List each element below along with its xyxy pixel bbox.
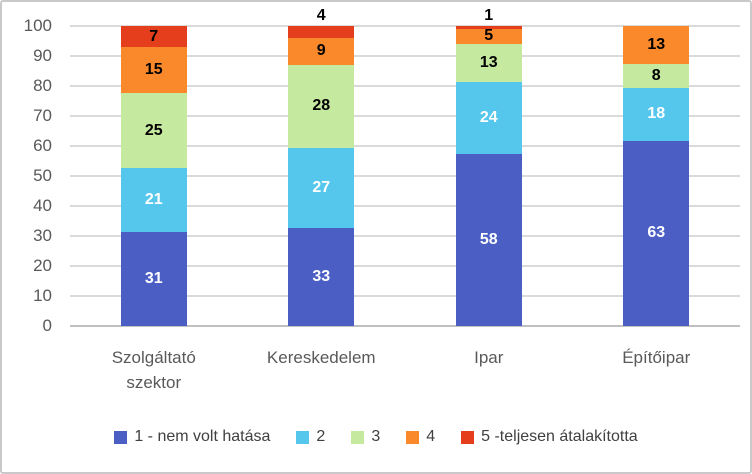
gridline bbox=[70, 175, 740, 177]
legend-swatch bbox=[406, 430, 420, 444]
bar-segment: 5 bbox=[455, 27, 522, 45]
y-tick-label: 50 bbox=[33, 166, 52, 185]
legend-label: 2 bbox=[316, 428, 326, 445]
gridline bbox=[70, 55, 740, 57]
legend-item: 4 bbox=[406, 429, 435, 445]
bar-segment: 25 bbox=[120, 92, 187, 169]
data-label: 18 bbox=[647, 105, 666, 123]
gridline bbox=[70, 295, 740, 297]
bar-segment: 31 bbox=[120, 232, 187, 326]
y-tick-label: 100 bbox=[23, 16, 52, 35]
bar-segment: 18 bbox=[623, 87, 690, 141]
legend-label: 4 bbox=[426, 428, 436, 445]
gridline bbox=[70, 205, 740, 207]
legend-label: 5 -teljesen átalakította bbox=[481, 428, 638, 445]
data-label: 9 bbox=[316, 42, 326, 60]
y-tick-label: 60 bbox=[33, 136, 52, 155]
plot-area: 31 21 25 15 7 33 27 28 9 4 58 24 13 5 1 63 18 8 13 bbox=[70, 8, 740, 327]
legend-item: 3 bbox=[351, 429, 380, 445]
bar-segment: 27 bbox=[288, 147, 355, 228]
y-axis: 0 10 20 30 40 50 60 70 80 90 100 bbox=[2, 16, 60, 335]
data-label: 15 bbox=[144, 60, 163, 78]
category-label: Ipar bbox=[474, 348, 504, 367]
y-tick-label: 90 bbox=[33, 46, 52, 65]
gridline bbox=[70, 25, 740, 27]
y-tick-label: 70 bbox=[33, 106, 52, 125]
bar-3: 58 24 13 5 1 bbox=[455, 8, 522, 326]
legend-swatch bbox=[351, 430, 365, 444]
legend: 1 - nem volt hatása 2 3 4 5 -teljesen átalak… bbox=[2, 423, 750, 451]
x-axis-line bbox=[70, 325, 740, 327]
data-label: 21 bbox=[144, 191, 163, 209]
category-label: Szolgáltató szektor bbox=[111, 348, 196, 392]
data-label: 25 bbox=[144, 121, 163, 139]
x-axis: Szolgáltató szektor Kereskedelem Ipar Építő… bbox=[70, 340, 740, 402]
gridline bbox=[70, 115, 740, 117]
data-label: 31 bbox=[144, 270, 163, 288]
gridline bbox=[70, 85, 740, 87]
legend-swatch bbox=[461, 430, 475, 444]
data-label: 63 bbox=[647, 224, 666, 242]
data-label: 5 bbox=[484, 27, 494, 45]
legend-swatch bbox=[296, 430, 310, 444]
y-tick-label: 0 bbox=[42, 316, 52, 335]
y-tick-label: 40 bbox=[33, 196, 52, 215]
data-label-outside: 1 bbox=[484, 7, 494, 24]
bar-segment: 13 bbox=[455, 43, 522, 83]
legend-swatch bbox=[114, 430, 128, 444]
bar-segment: 21 bbox=[120, 168, 187, 233]
data-label: 13 bbox=[647, 36, 666, 54]
bar-segment bbox=[455, 26, 522, 29]
data-label: 7 bbox=[149, 27, 159, 45]
y-tick-label: 10 bbox=[33, 286, 52, 305]
bar-segment: 28 bbox=[288, 64, 355, 148]
data-label: 24 bbox=[479, 109, 498, 127]
bar-segment: 15 bbox=[120, 47, 187, 93]
bar-segment: 58 bbox=[455, 153, 522, 326]
data-label: 8 bbox=[651, 67, 661, 84]
data-label: 27 bbox=[312, 178, 331, 196]
bar-segment: 7 bbox=[120, 26, 187, 48]
bar-segment: 9 bbox=[288, 37, 355, 65]
data-label-outside: 4 bbox=[316, 7, 326, 24]
legend-item: 5 -teljesen átalakította bbox=[461, 429, 638, 445]
bar-segment: 63 bbox=[623, 140, 690, 326]
bar-segment bbox=[288, 26, 355, 38]
gridline bbox=[70, 265, 740, 267]
legend-item: 1 - nem volt hatása bbox=[114, 429, 270, 445]
legend-label: 1 - nem volt hatása bbox=[134, 428, 271, 445]
category-label: Kereskedelem bbox=[266, 348, 376, 367]
y-tick-label: 80 bbox=[33, 76, 52, 95]
data-label: 33 bbox=[312, 267, 331, 285]
data-label: 28 bbox=[312, 97, 331, 115]
bar-segment: 24 bbox=[455, 82, 522, 154]
data-label: 58 bbox=[479, 230, 498, 248]
category-label: Építőipar bbox=[622, 348, 691, 367]
y-tick-label: 30 bbox=[33, 226, 52, 245]
gridline bbox=[70, 145, 740, 147]
legend-item: 2 bbox=[296, 429, 325, 445]
bar-2: 33 27 28 9 4 bbox=[288, 8, 355, 326]
bar-segment: 13 bbox=[623, 26, 690, 65]
bar-segment: 33 bbox=[288, 227, 355, 326]
data-label: 13 bbox=[479, 54, 498, 72]
legend-label: 3 bbox=[371, 428, 381, 445]
bar-segment: 8 bbox=[623, 64, 690, 88]
y-tick-label: 20 bbox=[33, 256, 52, 275]
gridline bbox=[70, 235, 740, 237]
bar-1: 31 21 25 15 7 bbox=[120, 26, 187, 326]
bar-4: 63 18 8 13 bbox=[623, 26, 690, 326]
